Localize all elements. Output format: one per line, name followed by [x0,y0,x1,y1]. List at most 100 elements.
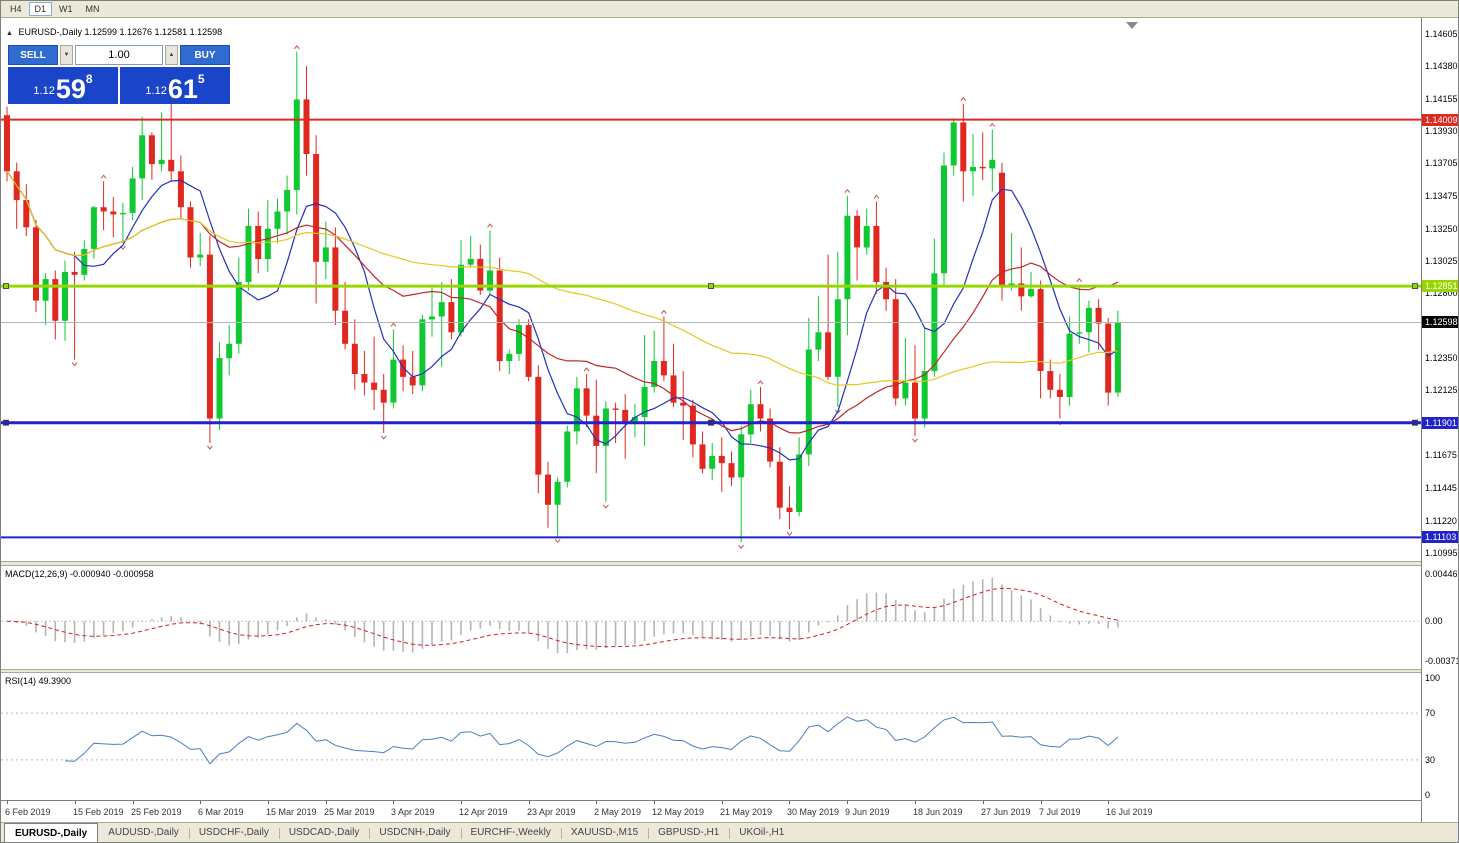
date-tickmark [722,801,723,804]
date-axis-label: 6 Mar 2019 [198,807,244,817]
date-tickmark [789,801,790,804]
fractal-up-icon [844,188,851,194]
bear-candle [622,409,629,423]
chart-tab-usdchf-daily[interactable]: USDCHF-,Daily [188,823,279,842]
line-handle[interactable] [3,419,9,426]
date-tickmark [1108,801,1109,804]
bull-candle [1066,333,1073,397]
date-tickmark [268,801,269,804]
panel-splitter[interactable] [1,669,1458,673]
sell-price-display[interactable]: 1.12 59 8 [8,67,118,104]
timeframe-button-mn[interactable]: MN [80,2,106,16]
macd-axis-label: -0.003715 [1425,656,1458,666]
bull-candle [844,215,851,300]
rsi-axis-label: 100 [1425,673,1441,683]
bull-candle [738,434,745,478]
timeframe-button-w1[interactable]: W1 [53,2,79,16]
bull-candle [322,247,329,262]
chart-tab-usdcad-daily[interactable]: USDCAD-,Daily [278,823,370,842]
fractal-down-icon [834,409,841,414]
price-axis-label: 1.14605 [1425,29,1458,39]
fractal-up-icon [583,367,590,372]
volume-increase-button[interactable]: ▲ [165,45,178,65]
bull-candle [90,207,97,249]
date-axis-label: 25 Feb 2019 [131,807,182,817]
bull-candle [62,271,68,321]
date-tickmark [1041,801,1042,804]
bull-candle [631,417,638,423]
macd-indicator-panel[interactable]: MACD(12,26,9) -0.000940 -0.000958 [1,566,1421,669]
bear-candle [979,166,986,169]
timeframe-button-h4[interactable]: H4 [4,2,28,16]
date-axis-label: 12 May 2019 [652,807,705,817]
bear-candle [187,207,194,258]
line-handle[interactable] [708,419,714,426]
bull-candle [274,211,281,229]
bull-candle [284,189,291,212]
date-tickmark [200,801,201,804]
lime-line-price-label: 1.12851 [1422,280,1458,292]
bear-candle [4,115,10,172]
chart-tab-gbpusd-h1[interactable]: GBPUSD-,H1 [648,823,729,842]
bull-candle [139,135,146,179]
date-axis-label: 23 Apr 2019 [527,807,576,817]
line-handle[interactable] [3,283,9,290]
chart-tab-ukoil-h1[interactable]: UKOil-,H1 [729,823,794,842]
shift-marker-icon [1126,22,1138,29]
chart-tab-eurchf-weekly[interactable]: EURCHF-,Weekly [460,823,561,842]
date-tickmark [983,801,984,804]
date-axis-label: 9 Jun 2019 [845,807,890,817]
sell-button[interactable]: SELL [8,45,58,65]
line-handle[interactable] [1412,283,1418,290]
bear-candle [313,154,320,262]
line-handle[interactable] [1412,419,1418,426]
sell-price-big: 59 [55,74,86,105]
collapse-icon[interactable]: ▲ [6,30,13,37]
bull-candle [487,270,493,291]
buy-button[interactable]: BUY [180,45,230,65]
bear-candle [689,405,696,445]
fractal-down-icon [380,435,387,440]
rsi-axis-label: 70 [1425,708,1436,718]
chart-ohlc-values: 1.12599 1.12676 1.12581 1.12598 [84,27,223,37]
bear-candle [177,171,184,208]
chart-tab-xauusd-m15[interactable]: XAUUSD-,M15 [560,823,648,842]
volume-input[interactable] [75,45,163,65]
buy-price-display[interactable]: 1.12 61 5 [120,67,230,104]
price-axis-label: 1.10995 [1425,548,1458,558]
bear-candle [999,172,1005,287]
bull-candle [805,349,812,455]
date-axis-label: 12 Apr 2019 [459,807,508,817]
volume-decrease-button[interactable]: ▼ [60,45,73,65]
bear-candle [535,376,542,475]
bear-candle [757,404,764,419]
date-axis-label: 16 Jul 2019 [1106,807,1153,817]
line-handle[interactable] [708,283,714,290]
date-tickmark [847,801,848,804]
moving-average-8-line [6,170,1119,461]
bear-candle [448,302,455,333]
rsi-line [64,716,1119,765]
bull-candle [216,358,223,419]
price-axis[interactable]: 1.14605 1.14380 1.14155 1.13930 1.13705 1.134… [1421,18,1458,822]
main-chart-panel[interactable]: ▲ EURUSD-,Daily 1.12599 1.12676 1.12581 … [1,18,1421,561]
price-axis-label: 1.13025 [1425,256,1458,266]
chart-tab-audusd-daily[interactable]: AUDUSD-,Daily [108,827,179,838]
bull-candle [235,282,242,344]
bull-candle [1076,332,1083,334]
bull-candle [264,228,271,259]
chart-tab-eurusd-daily[interactable]: EURUSD-,Daily [4,823,99,842]
price-chart-canvas[interactable] [1,18,1421,561]
rsi-indicator-panel[interactable]: RSI(14) 49.3900 [1,673,1421,800]
panel-splitter[interactable] [1,561,1458,566]
bear-candle [332,247,339,311]
bear-candle [148,135,155,165]
date-axis[interactable]: 6 Feb 2019 15 Feb 2019 25 Feb 2019 6 Mar 20… [1,800,1421,822]
bull-candle [815,332,822,350]
macd-signal-line [6,587,1118,648]
timeframe-button-d1[interactable]: D1 [28,2,53,16]
date-axis-label: 6 Feb 2019 [5,807,51,817]
chart-tab-usdcnh-daily[interactable]: USDCNH-,Daily [369,823,460,842]
bear-candle [52,279,59,321]
bull-candle [1028,289,1034,297]
